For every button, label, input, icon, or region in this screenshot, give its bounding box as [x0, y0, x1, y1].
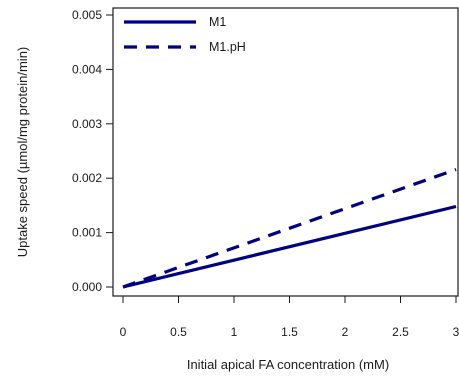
legend: M1 M1.pH — [124, 15, 246, 54]
x-tick-label: 2 — [342, 325, 349, 339]
y-axis-title: Uptake speed (µmol/mg protein/min) — [15, 47, 30, 258]
x-axis: 0 0.5 1 1.5 2 2.5 3 — [120, 296, 459, 339]
series-layer — [122, 167, 457, 289]
x-tick-label: 3 — [453, 325, 459, 339]
x-tick-label: 2.5 — [392, 325, 409, 339]
plot-frame — [112, 7, 459, 297]
series-line-m1 — [122, 204, 457, 289]
y-tick-label: 0.000 — [72, 280, 102, 294]
x-axis-title: Initial apical FA concentration (mM) — [187, 357, 389, 372]
y-tick-label: 0.004 — [72, 62, 102, 76]
legend-label: M1 — [209, 15, 226, 29]
y-tick-label: 0.005 — [72, 8, 102, 22]
x-tick-label: 1 — [231, 325, 238, 339]
y-tick-label: 0.003 — [72, 117, 102, 131]
y-axis: 0.000 0.001 0.002 0.003 0.004 0.005 — [72, 8, 113, 294]
y-tick-label: 0.002 — [72, 171, 102, 185]
x-tick-label: 0.5 — [170, 325, 187, 339]
series-line-m1-ph — [122, 167, 457, 289]
x-tick-label: 1.5 — [281, 325, 298, 339]
x-tick-label: 0 — [120, 325, 127, 339]
legend-label: M1.pH — [209, 40, 246, 54]
y-tick-label: 0.001 — [72, 226, 102, 240]
